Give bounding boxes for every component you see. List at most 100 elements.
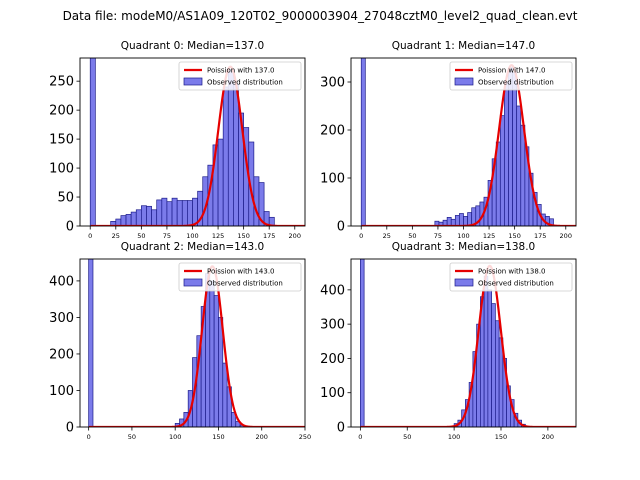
legend-bar-swatch <box>454 77 474 86</box>
histogram-bar <box>227 69 234 226</box>
histogram-bar <box>459 213 464 226</box>
legend-label-observed: Observed distribution <box>478 280 554 288</box>
histogram-bar <box>463 216 468 226</box>
axes-frame <box>350 258 577 428</box>
quadrant-1-panel: 0 25 50 75 100 125 150 175 200 0 100 200 300 Quadrant… <box>320 40 577 240</box>
x-tick-label: 100 <box>169 433 181 441</box>
histogram-bar <box>467 212 473 226</box>
x-tick-label: 200 <box>542 433 554 441</box>
histogram-bar <box>120 215 127 226</box>
y-tick-label: 150 <box>49 133 74 148</box>
x-tick-label: 0 <box>88 232 92 240</box>
poisson-curve <box>89 265 305 427</box>
histogram-bar <box>268 216 275 226</box>
legend-bar-swatch <box>183 278 203 287</box>
panel-title: Quadrant 1: Median=147.0 <box>392 40 535 52</box>
legend-box <box>449 262 573 292</box>
y-tick-label: 0 <box>337 421 345 436</box>
panel-title: Quadrant 3: Median=138.0 <box>392 241 535 253</box>
histogram-bar <box>253 176 260 226</box>
histogram-bar <box>454 215 460 226</box>
quadrant-0-panel: 0 25 50 75 100 125 150 175 200 0 50 100 150 200 250 Qua… <box>49 40 306 240</box>
y-tick-label: 200 <box>49 347 74 362</box>
histogram-bar <box>446 217 452 226</box>
y-tick-label: 400 <box>320 283 345 298</box>
histogram-bar <box>549 218 554 226</box>
x-tick-label: 100 <box>457 232 469 240</box>
histogram-bar <box>146 205 152 226</box>
x-tick-label: 0 <box>358 433 362 441</box>
y-tick-label: 250 <box>49 75 74 90</box>
histogram-bar <box>130 211 137 226</box>
y-tick-label: 100 <box>320 386 345 401</box>
x-tick-label: 50 <box>403 433 411 441</box>
panel-title: Quadrant 0: Median=137.0 <box>121 40 264 52</box>
x-tick-label: 100 <box>448 433 460 441</box>
legend-box <box>178 262 302 292</box>
histogram-bar <box>516 105 522 226</box>
poisson-curve <box>360 264 576 427</box>
y-tick-label: 100 <box>320 172 345 187</box>
histogram-bar <box>508 67 513 226</box>
histogram-bar <box>360 259 365 427</box>
histogram-bar <box>187 200 193 226</box>
legend: Poission with 138.0 Observed distribution <box>449 262 573 292</box>
histogram-bar <box>88 259 94 427</box>
legend-label-observed: Observed distribution <box>478 79 554 87</box>
histogram-bar <box>209 280 215 427</box>
y-tick-label: 0 <box>66 220 74 235</box>
x-tick-label: 200 <box>289 232 301 240</box>
y-tick-label: 50 <box>57 191 74 206</box>
x-tick-label: 200 <box>256 433 268 441</box>
histogram-bar <box>171 197 178 226</box>
histogram-bar <box>166 201 173 226</box>
x-tick-label: 50 <box>128 433 136 441</box>
histogram-bar <box>504 81 509 226</box>
x-tick-label: 200 <box>560 232 572 240</box>
y-tick-label: 200 <box>49 104 74 119</box>
histogram-bar <box>213 295 219 427</box>
figure-suptitle: Data file: modeM0/AS1A09_120T02_90000039… <box>63 9 578 23</box>
x-tick-label: 75 <box>434 232 442 240</box>
y-tick-label: 300 <box>49 311 74 326</box>
y-tick-label: 200 <box>320 352 345 367</box>
histogram-bar <box>499 115 505 226</box>
x-tick-label: 150 <box>212 433 224 441</box>
x-tick-label: 175 <box>534 232 546 240</box>
histogram-bar <box>233 83 239 226</box>
histogram-bar <box>258 182 265 226</box>
histogram-bar <box>161 197 168 226</box>
histogram-bar <box>483 275 489 427</box>
histogram-bar <box>520 124 526 226</box>
histogram-bar <box>125 214 132 226</box>
legend-label-poisson: Poission with 137.0 <box>207 67 275 75</box>
y-tick-label: 300 <box>320 318 345 333</box>
poisson-curve <box>90 65 305 226</box>
histogram-bar <box>89 58 96 226</box>
histogram-bar <box>495 320 500 427</box>
histogram-bar <box>217 138 224 226</box>
legend-label-poisson: Poission with 147.0 <box>478 67 546 75</box>
histogram-bar <box>181 200 188 226</box>
panel-title: Quadrant 2: Median=143.0 <box>121 241 264 253</box>
legend-bar-swatch <box>183 77 203 86</box>
x-tick-label: 150 <box>495 433 507 441</box>
legend: Poission with 143.0 Observed distribution <box>178 262 302 292</box>
quadrant-3-plot-area <box>360 259 576 427</box>
histogram-bar <box>176 200 183 226</box>
histogram-bar <box>487 289 492 427</box>
legend-box <box>449 61 573 91</box>
axes-frame <box>79 258 306 428</box>
quadrant-0-plot-area <box>89 58 305 226</box>
quadrant-panels: 0 25 50 75 100 125 150 175 200050100150200250Qua… <box>49 40 577 441</box>
quadrant-2-panel: 0 50 100 150 200 250 0 100 200 300 400 Quadrant 2: … <box>49 241 311 441</box>
quadrant-3-panel: 0 50 100 150 200 0 100 200 300 400 Quadrant 3: Med… <box>320 241 577 441</box>
legend-label-observed: Observed distribution <box>207 79 283 87</box>
histogram-bar <box>360 58 366 226</box>
legend-label-observed: Observed distribution <box>207 280 283 288</box>
histogram-bar <box>491 303 496 427</box>
y-tick-label: 100 <box>49 162 74 177</box>
x-tick-label: 175 <box>263 232 275 240</box>
legend: Poission with 137.0 Observed distribution <box>178 61 302 91</box>
